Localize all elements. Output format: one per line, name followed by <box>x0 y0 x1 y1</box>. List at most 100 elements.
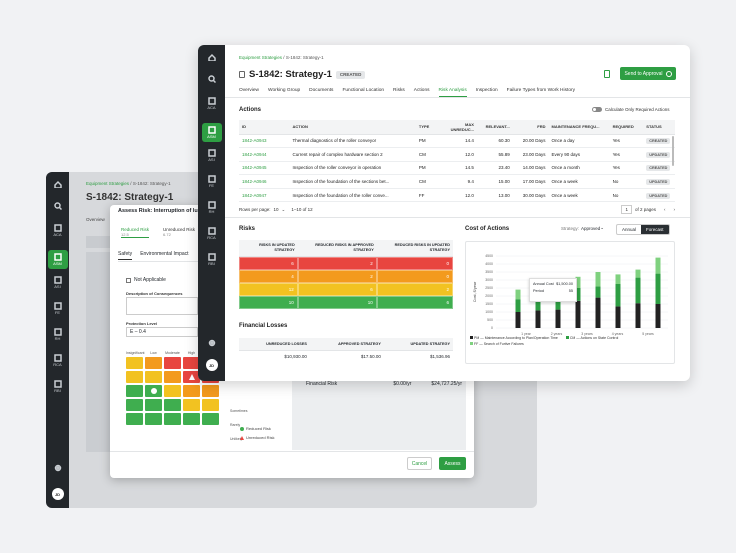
sidebar-item-asi[interactable]: ASI <box>202 149 222 162</box>
column-header[interactable]: TYPE <box>415 120 442 135</box>
table-cell: Thermal diagnostics of the roller convey… <box>289 134 416 149</box>
matrix-cell[interactable] <box>183 385 200 397</box>
settings-icon[interactable] <box>48 464 68 472</box>
matrix-cell[interactable] <box>164 357 181 369</box>
next-page-icon[interactable]: › <box>673 207 676 212</box>
matrix-cell[interactable] <box>145 385 162 397</box>
home-icon[interactable] <box>48 180 68 188</box>
table-row[interactable]: 1842-A0944 Current repair of complex hard… <box>239 147 675 162</box>
sidebar-item-aca[interactable]: ACA <box>48 224 68 237</box>
search-icon[interactable] <box>48 202 68 210</box>
column-header[interactable]: RELEVANT... <box>476 120 513 135</box>
matrix-cell[interactable] <box>164 413 181 425</box>
table-row[interactable]: 1842-A0947 Inspection of the foundation o… <box>239 188 675 203</box>
matrix-cell[interactable] <box>145 413 162 425</box>
column-header[interactable]: STATUS <box>643 120 675 135</box>
matrix-cell[interactable] <box>164 385 181 397</box>
rows-select[interactable]: 10 <box>273 207 279 212</box>
table-cell[interactable]: 1842-A0943 <box>239 134 290 149</box>
sidebar-item-rbi[interactable]: RBI <box>202 253 222 266</box>
column-header[interactable]: ID <box>239 120 290 135</box>
forecast-button[interactable]: Forecast <box>641 225 669 234</box>
matrix-cell[interactable] <box>164 371 181 383</box>
matrix-cell[interactable] <box>202 399 219 411</box>
tab-overview[interactable]: Overview <box>239 88 259 93</box>
matrix-cell[interactable] <box>183 413 200 425</box>
matrix-cell[interactable] <box>183 399 200 411</box>
bookmark-icon[interactable] <box>239 71 245 78</box>
sidebar-item-rca[interactable]: RCA <box>202 227 222 240</box>
sidebar-item-aca[interactable]: ACA <box>202 97 222 110</box>
search-icon[interactable] <box>202 75 222 83</box>
tab-inspection[interactable]: Inspection <box>475 88 498 93</box>
table-row[interactable]: 1842-A0946 Inspection of the foundation o… <box>239 174 675 189</box>
required-actions-toggle[interactable]: Calculate Only Required Actions <box>592 107 670 112</box>
settings-icon[interactable] <box>202 339 222 347</box>
matrix-cell[interactable] <box>126 399 143 411</box>
table-cell[interactable]: 1842-A0944 <box>239 147 290 162</box>
sidebar-item-rh[interactable]: RH <box>48 328 68 341</box>
assess-button[interactable]: Assess <box>439 457 466 470</box>
tab-working-group[interactable]: Working Group <box>268 88 301 93</box>
tab-actions[interactable]: Actions <box>413 88 430 93</box>
tab-risk-analysis[interactable]: Risk Analysis <box>438 88 467 97</box>
table-cell[interactable]: 1842-A0945 <box>239 161 290 176</box>
sidebar-item-fe[interactable]: FE <box>202 175 222 188</box>
sidebar-item-asm[interactable]: ASM <box>47 250 68 269</box>
matrix-cell[interactable] <box>126 371 143 383</box>
matrix-cell[interactable] <box>202 413 219 425</box>
sidebar-item-asm[interactable]: ASM <box>201 123 222 142</box>
avatar[interactable]: JD <box>51 488 64 500</box>
matrix-cell[interactable] <box>145 399 162 411</box>
table-row[interactable]: 1842-A0945 Inspection of the roller conve… <box>239 161 675 176</box>
column-header[interactable]: REQUIRED <box>609 120 644 135</box>
home-icon[interactable] <box>202 53 222 61</box>
column-header[interactable]: FRD <box>512 120 549 135</box>
column-header[interactable]: MAINTENANCE FREQU... <box>548 120 610 135</box>
breadcrumb-root[interactable]: Equipment Strategies <box>86 181 130 186</box>
page-input[interactable]: 1 <box>621 205 632 214</box>
toggle-switch[interactable] <box>592 107 602 112</box>
send-to-approval-button[interactable]: Send to Approval <box>620 67 676 80</box>
tab-failure-types-from-work-history[interactable]: Failure Types from Work History <box>506 88 575 93</box>
tab-documents[interactable]: Documents <box>309 88 334 93</box>
matrix-cell[interactable] <box>126 357 143 369</box>
matrix-cell[interactable] <box>183 357 200 369</box>
column-header[interactable]: MAX UNREDUC... <box>441 120 477 135</box>
tab-environmental[interactable]: Environmental Impact <box>140 251 189 257</box>
tab-functional-location[interactable]: Functional Location <box>342 88 385 93</box>
protection-select[interactable]: E – 0.4 <box>126 327 198 337</box>
breadcrumb-root[interactable]: Equipment Strategies <box>239 55 283 60</box>
sidebar-item-asi[interactable]: ASI <box>48 276 68 289</box>
table-cell[interactable]: 1842-A0947 <box>239 188 290 203</box>
table-row[interactable]: 1842-A0943 Thermal diagnostics of the rol… <box>239 134 675 149</box>
matrix-cell[interactable] <box>145 371 162 383</box>
annual-button[interactable]: Annual <box>622 227 637 232</box>
sidebar-item-rca[interactable]: RCA <box>48 354 68 367</box>
matrix-cell[interactable] <box>183 371 200 383</box>
matrix-row <box>126 385 219 397</box>
matrix-cell[interactable] <box>145 357 162 369</box>
matrix-cell[interactable] <box>126 385 143 397</box>
tab-risks[interactable]: Risks <box>393 88 405 93</box>
sidebar-item-rh[interactable]: RH <box>202 201 222 214</box>
back-overview-tab[interactable]: Overview <box>86 217 105 222</box>
matrix-cell[interactable] <box>126 413 143 425</box>
tab-safety[interactable]: Safety <box>118 251 133 260</box>
matrix-cell[interactable] <box>202 385 219 397</box>
desc-textarea[interactable] <box>126 297 198 315</box>
cancel-button[interactable]: Cancel <box>407 457 432 470</box>
prev-page-icon[interactable]: ‹ <box>664 207 666 212</box>
matrix-cell[interactable] <box>164 399 181 411</box>
column-header[interactable]: ACTION <box>289 120 416 135</box>
strategy-select[interactable]: Strategy: Approved ⌄ <box>561 225 604 231</box>
avatar[interactable]: JD <box>205 359 218 371</box>
table-cell[interactable]: 1842-A0946 <box>239 174 290 189</box>
not-applicable-checkbox[interactable]: Not Applicable <box>126 277 166 283</box>
sidebar-item-fe[interactable]: FE <box>48 302 68 315</box>
tab-unreduced-risk[interactable]: Unreduced Risk 6.72 <box>163 227 195 238</box>
document-icon[interactable] <box>604 70 610 78</box>
sidebar-item-rbi[interactable]: RBI <box>48 380 68 393</box>
scrollbar[interactable] <box>672 136 674 166</box>
tab-reduced-risk[interactable]: Reduced Risk 12.5 <box>121 227 150 238</box>
